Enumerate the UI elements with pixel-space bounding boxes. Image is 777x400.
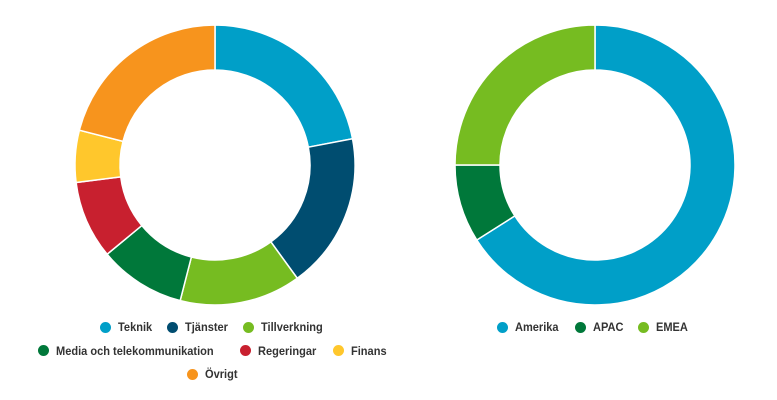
slice-ovrigt[interactable] xyxy=(78,24,216,143)
legend-item-tillverkning[interactable]: Tillverkning xyxy=(243,316,328,338)
slice-amerika[interactable] xyxy=(475,24,736,306)
legend-label: Tjänster xyxy=(184,320,228,334)
legend-item-apac[interactable]: APAC xyxy=(574,316,626,338)
slice-tjanster[interactable] xyxy=(269,137,356,280)
legend-marker xyxy=(243,321,255,333)
legend-label: Tillverkning xyxy=(261,320,324,334)
chart-region: Amerika APAC EMEA xyxy=(400,0,777,400)
legend-label: Övrigt xyxy=(205,367,238,381)
legend-marker xyxy=(333,345,345,356)
legend-label: Amerika xyxy=(515,320,559,334)
legend-label: Media och telekommunikation xyxy=(56,343,214,358)
donut-region xyxy=(454,24,736,306)
legend-marker xyxy=(166,321,178,333)
legend-marker xyxy=(497,321,509,333)
legend-item-emea[interactable]: EMEA xyxy=(637,316,691,338)
legend-row: Media och telekommunikation Regeringar Fin… xyxy=(20,340,408,364)
legend-marker xyxy=(99,321,111,333)
legend-row: Övrigt xyxy=(20,363,408,387)
legend-row: Amerika APAC EMEA xyxy=(400,316,777,340)
legend-row: Teknik Tjänster Tillverkning xyxy=(20,316,408,340)
legend-label: EMEA xyxy=(655,320,688,334)
legend-marker xyxy=(637,321,649,333)
legend-region: Amerika APAC EMEA xyxy=(400,316,777,340)
legend-marker xyxy=(38,345,50,356)
donut-industry xyxy=(74,24,356,306)
legend-marker xyxy=(574,321,586,333)
legend-industry: Teknik Tjänster Tillverkning Media och tele… xyxy=(20,316,408,387)
slice-emea[interactable] xyxy=(454,24,596,166)
legend-marker xyxy=(239,345,251,356)
legend-item-teknik[interactable]: Teknik xyxy=(99,316,155,338)
chart-industry: Teknik Tjänster Tillverkning Media och tele… xyxy=(20,0,408,400)
legend-item-amerika[interactable]: Amerika xyxy=(497,316,562,338)
legend-item-regeringar[interactable]: Regeringar xyxy=(239,340,321,362)
slice-teknik[interactable] xyxy=(214,24,354,149)
legend-label: Regeringar xyxy=(257,343,316,358)
legend-item-media-och-telekommunikation[interactable]: Media och telekommunikation xyxy=(38,340,227,362)
legend-item-ovrigt[interactable]: Övrigt xyxy=(187,363,240,385)
legend-label: Teknik xyxy=(117,320,152,334)
legend-item-finans[interactable]: Finans xyxy=(333,340,390,362)
legend-marker xyxy=(187,368,199,380)
legend-label: APAC xyxy=(592,320,624,334)
legend-item-tjanster[interactable]: Tjänster xyxy=(166,316,232,338)
legend-label: Finans xyxy=(351,343,387,358)
